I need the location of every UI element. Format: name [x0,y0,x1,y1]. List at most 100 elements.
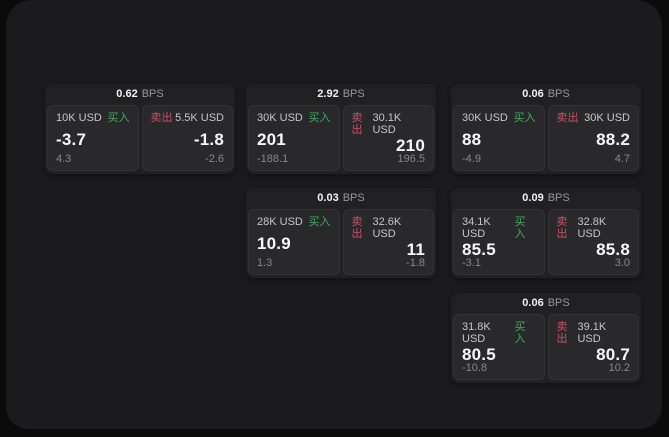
bps-unit-label: BPS [141,88,164,100]
quote-tiles: 31.8K USD 买入 80.5 -10.8 卖出 39.1K USD 80.… [451,314,641,380]
buy-sub-value: -3.1 [462,257,481,269]
bps-unit-label: BPS [342,88,365,100]
quote-card: 2.92 BPS 30K USD 买入 201 -188.1 卖出 30.1K … [246,84,436,174]
buy-tile-header: 30K USD 买入 [257,112,331,124]
sell-amount: 32.8K USD [577,216,607,241]
sell-sub-value: 4.7 [614,153,630,165]
bps-value: 0.06 [522,88,544,100]
bps-value: 0.03 [317,192,339,204]
bps-unit-label: BPS [547,297,570,309]
quote-tiles: 30K USD 买入 88 -4.9 卖出 30K USD 88.2 4.7 [451,105,641,171]
sell-tile[interactable]: 卖出 32.8K USD 85.8 3.0 [547,209,639,275]
card-header: 0.06 BPS [451,84,641,105]
buy-sub-value: 4.3 [56,153,72,165]
buy-tile[interactable]: 30K USD 买入 201 -188.1 [248,105,340,171]
sell-side-label: 卖出 [556,321,568,346]
sell-tile-header: 卖出 30.1K USD [352,112,426,136]
sell-tile-header: 卖出 30K USD [557,112,631,124]
sell-tile-header: 卖出 32.6K USD [352,216,426,240]
sell-price: 80.7 [596,344,630,364]
buy-sub-value: -10.8 [462,362,488,374]
buy-amount: 28K USD [257,216,303,228]
buy-amount: 30K USD [462,112,508,124]
sell-side-label: 卖出 [150,112,173,124]
buy-tile-header: 10K USD 买入 [56,112,130,124]
sell-sub-value: -2.6 [205,153,224,165]
buy-amount: 30K USD [257,112,303,124]
buy-tile[interactable]: 30K USD 买入 88 -4.9 [453,105,545,171]
buy-price: 88 [462,129,482,149]
sell-amount: 5.5K USD [175,112,224,124]
sell-price: 210 [396,135,425,155]
sell-price: -1.8 [193,129,224,149]
buy-price: 85.5 [462,239,496,259]
buy-tile-header: 34.1K USD 买入 [462,216,536,240]
sell-price: 11 [406,239,425,259]
buy-sub-value: 1.3 [257,257,273,269]
bps-value: 0.06 [522,297,544,309]
card-header: 0.06 BPS [451,293,641,314]
sell-tile-header: 卖出 39.1K USD [557,321,631,345]
card-header: 0.62 BPS [45,84,235,105]
quote-tiles: 10K USD 买入 -3.7 4.3 卖出 5.5K USD -1.8 -2.… [45,105,235,171]
buy-tile-header: 30K USD 买入 [462,112,536,124]
quote-card: 0.62 BPS 10K USD 买入 -3.7 4.3 卖出 5.5K USD… [45,84,235,174]
bps-unit-label: BPS [342,192,365,204]
sell-tile-header: 卖出 5.5K USD [151,112,225,124]
sell-tile[interactable]: 卖出 32.6K USD 11 -1.8 [342,209,434,275]
sell-tile[interactable]: 卖出 30.1K USD 210 196.5 [342,105,434,171]
sell-sub-value: 10.2 [608,362,630,374]
buy-tile[interactable]: 31.8K USD 买入 80.5 -10.8 [453,314,545,380]
sell-tile[interactable]: 卖出 30K USD 88.2 4.7 [547,105,639,171]
sell-side-label: 卖出 [556,112,579,124]
card-header: 2.92 BPS [246,84,436,105]
buy-side-label: 买入 [514,216,526,241]
buy-price: 10.9 [257,233,291,253]
quote-card: 0.06 BPS 30K USD 买入 88 -4.9 卖出 30K USD 8… [451,84,641,174]
sell-sub-value: 3.0 [614,257,630,269]
buy-side-label: 买入 [308,216,331,228]
buy-price: 201 [257,129,286,149]
card-header: 0.09 BPS [451,188,641,209]
sell-tile[interactable]: 卖出 5.5K USD -1.8 -2.6 [141,105,233,171]
buy-side-label: 买入 [513,112,536,124]
bps-unit-label: BPS [547,88,570,100]
sell-amount: 39.1K USD [577,321,607,346]
buy-sub-value: -188.1 [257,153,289,165]
sell-sub-value: -1.8 [406,257,425,269]
buy-tile[interactable]: 28K USD 买入 10.9 1.3 [248,209,340,275]
sell-tile-header: 卖出 32.8K USD [557,216,631,240]
app-surface: 0.62 BPS 10K USD 买入 -3.7 4.3 卖出 5.5K USD… [6,0,662,429]
sell-amount: 30K USD [584,112,630,124]
sell-price: 85.8 [596,239,630,259]
buy-tile[interactable]: 34.1K USD 买入 85.5 -3.1 [453,209,545,275]
buy-price: -3.7 [56,129,87,149]
buy-side-label: 买入 [107,112,130,124]
sell-side-label: 卖出 [351,112,363,137]
buy-price: 80.5 [462,344,496,364]
quote-tiles: 34.1K USD 买入 85.5 -3.1 卖出 32.8K USD 85.8… [451,209,641,275]
buy-tile-header: 31.8K USD 买入 [462,321,536,345]
buy-amount: 10K USD [56,112,102,124]
bps-unit-label: BPS [547,192,570,204]
buy-amount: 34.1K USD [462,216,491,241]
card-header: 0.03 BPS [246,188,436,209]
sell-amount: 30.1K USD [372,112,402,137]
buy-tile[interactable]: 10K USD 买入 -3.7 4.3 [47,105,139,171]
buy-side-label: 买入 [308,112,331,124]
buy-amount: 31.8K USD [462,321,491,346]
quote-tiles: 28K USD 买入 10.9 1.3 卖出 32.6K USD 11 -1.8 [246,209,436,275]
quote-card: 0.03 BPS 28K USD 买入 10.9 1.3 卖出 32.6K US… [246,188,436,278]
buy-side-label: 买入 [514,321,526,346]
bps-value: 2.92 [317,88,339,100]
sell-side-label: 卖出 [556,216,568,241]
sell-price: 88.2 [596,129,630,149]
sell-tile[interactable]: 卖出 39.1K USD 80.7 10.2 [547,314,639,380]
sell-side-label: 卖出 [351,216,363,241]
quote-card: 0.06 BPS 31.8K USD 买入 80.5 -10.8 卖出 39.1… [451,293,641,383]
quote-tiles: 30K USD 买入 201 -188.1 卖出 30.1K USD 210 1… [246,105,436,171]
sell-sub-value: 196.5 [397,153,425,165]
bps-value: 0.09 [522,192,544,204]
sell-amount: 32.6K USD [372,216,402,241]
quote-card: 0.09 BPS 34.1K USD 买入 85.5 -3.1 卖出 32.8K… [451,188,641,278]
